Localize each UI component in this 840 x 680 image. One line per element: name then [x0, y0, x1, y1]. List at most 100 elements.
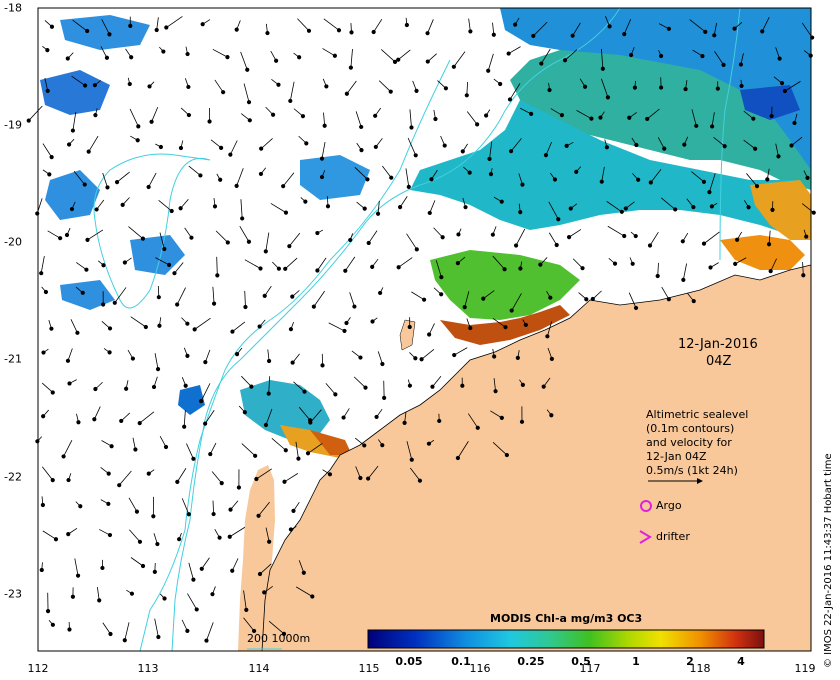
velocity-arrow-head — [112, 300, 117, 305]
velocity-arrow-head — [288, 98, 293, 104]
velocity-arrow-head — [545, 334, 550, 339]
velocity-arrow — [200, 383, 211, 402]
velocity-arrow-head — [40, 502, 45, 508]
velocity-arrow-head — [124, 386, 129, 391]
velocity-arrow-head — [185, 321, 190, 326]
velocity-arrow-head — [158, 144, 164, 150]
lon-tick: 117 — [579, 662, 601, 675]
velocity-arrow — [601, 78, 609, 98]
velocity-arrow — [236, 168, 244, 187]
velocity-arrow-head — [648, 180, 653, 185]
velocity-arrow-head — [776, 154, 781, 159]
velocity-arrow — [623, 18, 632, 35]
velocity-arrow-head — [770, 207, 775, 212]
velocity-arrow — [204, 409, 215, 424]
velocity-arrow-head — [509, 308, 514, 313]
velocity-arrow — [129, 529, 141, 543]
velocity-arrow-head — [258, 171, 264, 177]
velocity-arrow-head — [84, 267, 89, 272]
velocity-arrow — [128, 497, 138, 512]
velocity-arrow — [101, 19, 110, 35]
velocity-arrow-head — [363, 385, 368, 390]
velocity-arrow-head — [265, 30, 270, 36]
velocity-arrow-head — [607, 24, 612, 29]
velocity-arrow-head — [366, 476, 371, 481]
velocity-arrow — [405, 168, 410, 187]
velocity-arrow — [229, 526, 246, 538]
colorbar — [367, 629, 765, 649]
velocity-arrow-head — [234, 27, 239, 32]
velocity-arrow-head — [245, 67, 250, 72]
velocity-arrow — [354, 166, 368, 180]
velocity-arrow — [70, 319, 78, 333]
colorbar-tick: 2 — [686, 655, 694, 668]
velocity-arrow-head — [219, 481, 224, 486]
velocity-arrow-head — [70, 128, 75, 133]
velocity-arrow-head — [682, 142, 687, 147]
velocity-arrow — [453, 51, 466, 68]
velocity-arrow — [649, 231, 659, 246]
velocity-arrow-head — [462, 305, 467, 310]
velocity-arrow-head — [311, 304, 316, 309]
velocity-arrow — [154, 353, 159, 370]
velocity-arrow-head — [460, 383, 465, 388]
velocity-arrow-head — [630, 261, 635, 266]
velocity-arrow-head — [135, 138, 140, 143]
velocity-arrow — [540, 48, 551, 64]
velocity-arrow — [355, 466, 361, 479]
lon-tick: 112 — [27, 662, 49, 675]
velocity-arrow-head — [344, 91, 349, 96]
drifter-label: drifter — [656, 530, 690, 543]
velocity-arrow — [801, 203, 815, 213]
velocity-arrow — [72, 19, 88, 32]
velocity-arrow-head — [407, 383, 413, 388]
velocity-arrow-head — [175, 302, 180, 307]
velocity-arrow-head — [301, 570, 306, 575]
velocity-arrow-head — [234, 351, 240, 357]
velocity-arrow — [768, 230, 771, 245]
velocity-arrow-head — [622, 32, 627, 37]
velocity-arrow-head — [647, 243, 653, 248]
velocity-arrow — [206, 622, 214, 641]
velocity-arrow — [355, 111, 362, 128]
velocity-arrow-head — [691, 298, 696, 304]
velocity-arrow-head — [548, 295, 553, 300]
velocity-arrow-head — [701, 241, 707, 246]
velocity-arrow-head — [70, 594, 75, 599]
velocity-arrow-head — [191, 456, 196, 461]
velocity-arrow-head — [439, 292, 444, 297]
velocity-arrow-head — [582, 84, 588, 89]
velocity-arrow-head — [230, 568, 235, 573]
velocity-arrow-head — [362, 206, 367, 211]
velocity-arrow-head — [177, 537, 182, 542]
velocity-arrow-head — [430, 384, 435, 389]
velocity-arrow-head — [703, 29, 708, 34]
velocity-arrow — [116, 171, 130, 183]
velocity-arrow — [186, 443, 194, 459]
velocity-arrow-head — [266, 358, 272, 364]
velocity-arrow — [407, 137, 417, 156]
velocity-arrow — [492, 255, 505, 270]
lon-tick: 119 — [794, 662, 816, 675]
velocity-arrow-head — [114, 179, 120, 185]
velocity-arrow — [268, 620, 285, 635]
velocity-arrow-head — [147, 84, 152, 89]
velocity-arrow-head — [194, 607, 199, 612]
chlorophyll-layer — [40, 8, 811, 458]
velocity-arrow-head — [146, 471, 151, 476]
velocity-arrow — [406, 441, 413, 460]
velocity-arrow-head — [157, 323, 162, 328]
velocity-arrow — [657, 137, 665, 149]
velocity-arrow-head — [792, 120, 797, 126]
velocity-arrow — [802, 262, 804, 276]
velocity-arrow-head — [210, 592, 215, 597]
velocity-arrow-head — [352, 304, 357, 309]
velocity-arrow — [511, 293, 522, 311]
velocity-arrow-head — [50, 478, 55, 483]
velocity-arrow-head — [43, 289, 49, 295]
velocity-arrow — [515, 228, 526, 246]
velocity-arrow-head — [140, 236, 146, 241]
velocity-arrow-head — [425, 31, 430, 36]
velocity-arrow — [298, 406, 311, 421]
velocity-arrow-head — [320, 363, 325, 368]
